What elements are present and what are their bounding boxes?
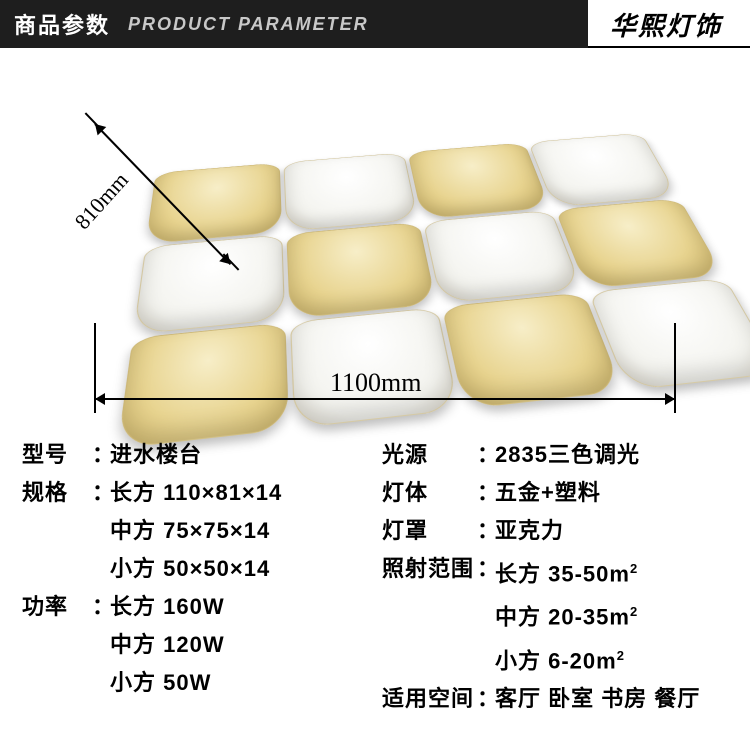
spec-row: 光源：2835三色调光	[382, 440, 740, 470]
panel	[423, 210, 583, 304]
spec-value: 长方 110×81×14	[110, 478, 382, 508]
panel	[286, 222, 436, 319]
lamp-panel-grid	[131, 132, 723, 330]
spec-column-left: 型号：进水楼台规格：长方 110×81×14：中方 75×75×14：小方 50…	[22, 440, 382, 722]
panel	[146, 163, 282, 244]
spec-colon: ：	[477, 478, 495, 508]
header-bar: 商品参数 PRODUCT PARAMETER 华熙灯饰	[0, 0, 750, 48]
spec-colon: ：	[477, 516, 495, 546]
panel	[117, 323, 289, 449]
spec-value: 长方 35-50m2	[495, 554, 740, 589]
spec-colon: ：	[477, 684, 495, 714]
superscript: 2	[630, 561, 638, 576]
spec-row: ：小方 50×50×14	[22, 554, 382, 584]
spec-row: ：中方 75×75×14	[22, 516, 382, 546]
dimension-width-label: 1100mm	[330, 368, 421, 398]
spec-row: 型号：进水楼台	[22, 440, 382, 470]
spec-row: ：中方 20-35m2	[382, 597, 740, 632]
spec-value: 进水楼台	[110, 440, 382, 470]
spec-value: 中方 120W	[110, 630, 382, 660]
dimension-depth-label: 810mm	[69, 167, 133, 234]
spec-colon: ：	[92, 440, 110, 470]
spec-row: ：小方 50W	[22, 668, 382, 698]
spec-value: 中方 75×75×14	[110, 516, 382, 546]
spec-row: ：中方 120W	[22, 630, 382, 660]
header-title-cn: 商品参数	[14, 8, 110, 40]
superscript: 2	[630, 604, 638, 619]
brand-label: 华熙灯饰	[588, 0, 750, 48]
panel	[283, 152, 418, 231]
spec-row: 灯体：五金+塑料	[382, 478, 740, 508]
panel	[555, 198, 724, 288]
spec-row: 照射范围：长方 35-50m2	[382, 554, 740, 589]
dimension-width-line	[95, 398, 675, 400]
spec-label: 灯罩	[382, 516, 477, 546]
spec-value: 亚克力	[495, 516, 740, 546]
spec-row: 适用空间：客厅 卧室 书房 餐厅	[382, 684, 740, 714]
panel	[133, 234, 285, 334]
spec-value: 客厅 卧室 书房 餐厅	[495, 684, 740, 714]
spec-value: 长方 160W	[110, 592, 382, 622]
spec-label: 灯体	[382, 478, 477, 508]
spec-row: ：小方 6-20m2	[382, 641, 740, 676]
panel	[407, 143, 550, 220]
product-diagram: 810mm 1100mm	[0, 48, 750, 428]
spec-colon: ：	[92, 478, 110, 508]
header-title-en: PRODUCT PARAMETER	[128, 14, 369, 35]
spec-row: 灯罩：亚克力	[382, 516, 740, 546]
spec-value: 小方 6-20m2	[495, 641, 740, 676]
spec-value: 2835三色调光	[495, 440, 740, 470]
spec-colon: ：	[477, 440, 495, 470]
spec-label: 适用空间	[382, 684, 477, 714]
spec-label: 光源	[382, 440, 477, 470]
spec-label: 功率	[22, 592, 92, 622]
superscript: 2	[617, 648, 625, 663]
spec-value: 小方 50W	[110, 668, 382, 698]
spec-value: 中方 20-35m2	[495, 597, 740, 632]
spec-row: 功率：长方 160W	[22, 592, 382, 622]
spec-value: 五金+塑料	[495, 478, 740, 508]
spec-label: 照射范围	[382, 554, 477, 589]
spec-label: 型号	[22, 440, 92, 470]
spec-row: 规格：长方 110×81×14	[22, 478, 382, 508]
spec-column-right: 光源：2835三色调光灯体：五金+塑料灯罩：亚克力照射范围：长方 35-50m2…	[382, 440, 740, 722]
spec-colon: ：	[477, 554, 495, 589]
spec-value: 小方 50×50×14	[110, 554, 382, 584]
spec-table: 型号：进水楼台规格：长方 110×81×14：中方 75×75×14：小方 50…	[22, 440, 740, 722]
spec-label: 规格	[22, 478, 92, 508]
panel	[528, 133, 678, 207]
spec-colon: ：	[92, 592, 110, 622]
